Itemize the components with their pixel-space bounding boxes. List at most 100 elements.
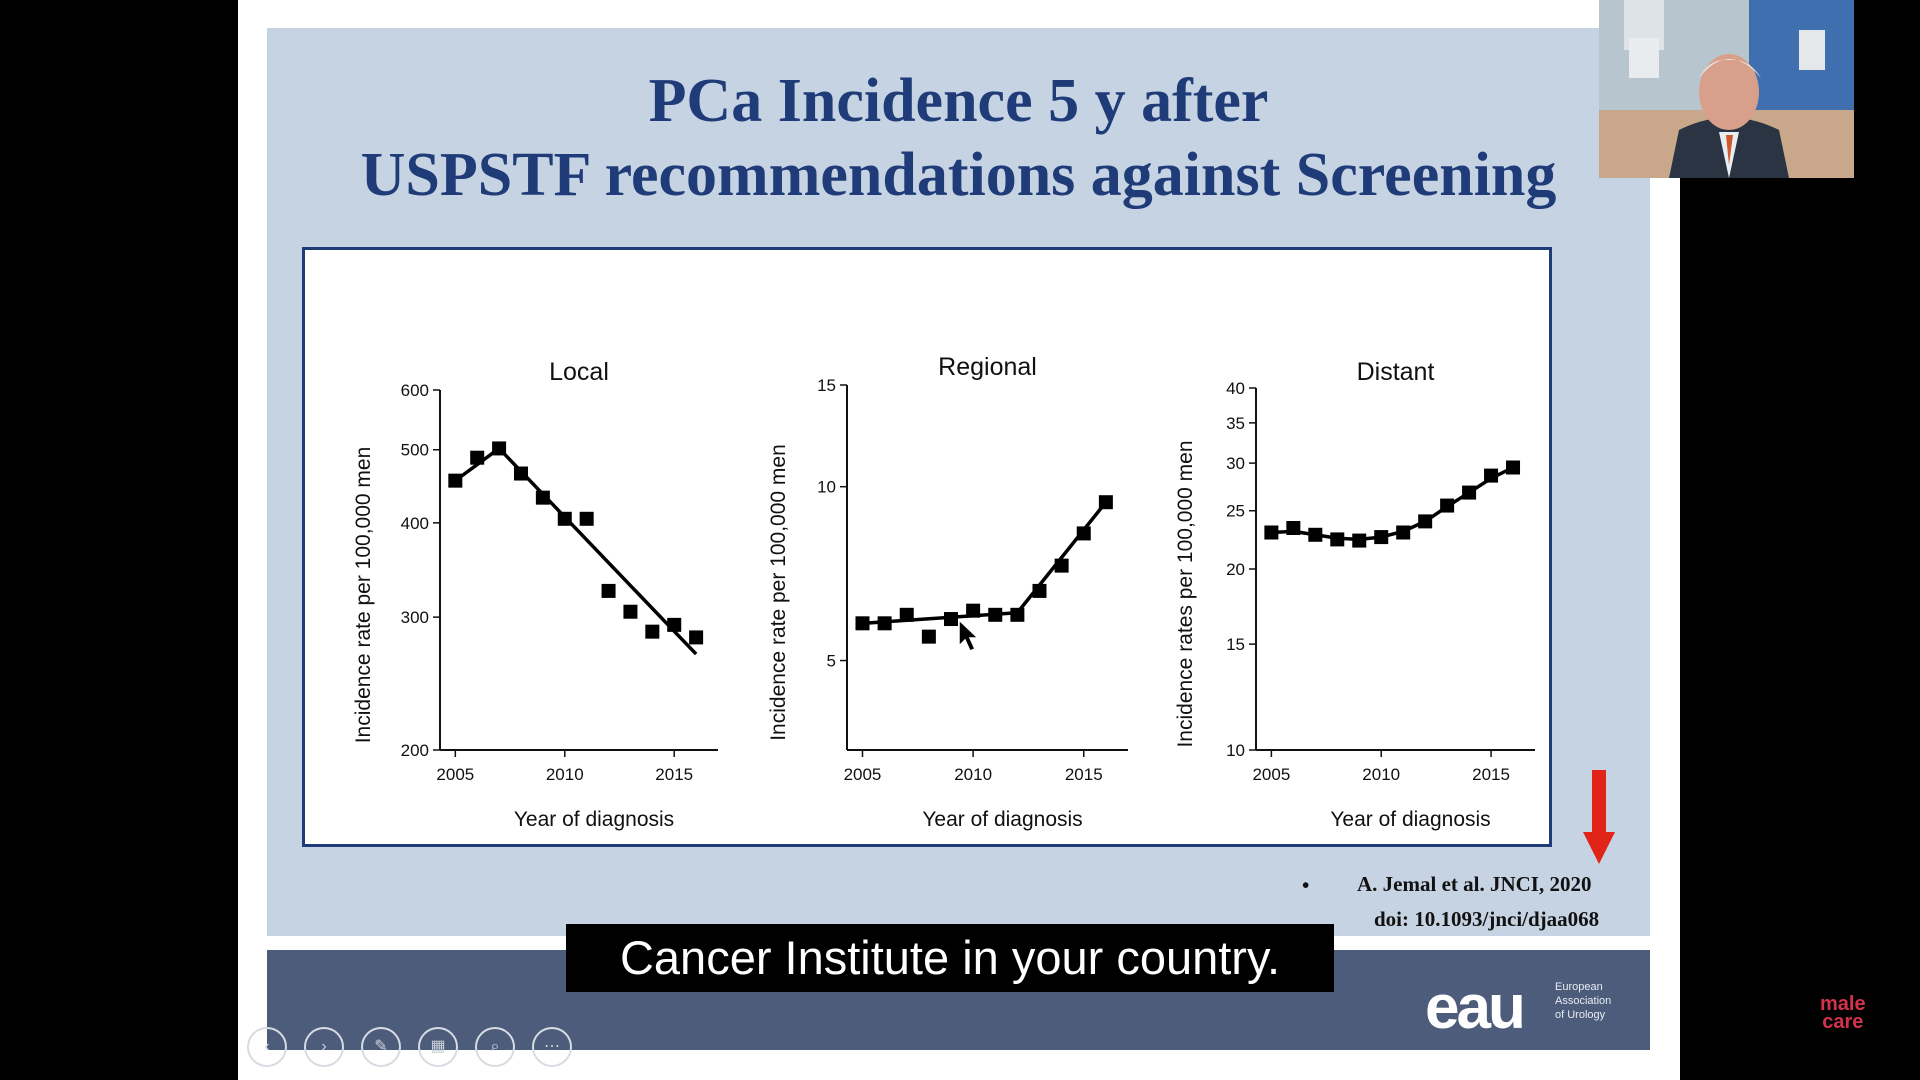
distant-y-tick-label: 30 [1226, 454, 1245, 473]
regional-data-point [921, 629, 936, 644]
brand-line1: male [1820, 993, 1866, 1015]
distant-x-tick-label: 2010 [1362, 765, 1400, 784]
eau-subtext-line: European [1555, 981, 1603, 993]
local-y-tick-label: 300 [401, 608, 429, 627]
chart-box [302, 247, 1552, 847]
regional-data-point [966, 603, 981, 618]
distant-data-point [1330, 532, 1345, 547]
regional-x-tick-label: 2015 [1065, 765, 1103, 784]
local-data-point [645, 624, 660, 639]
local-data-point [689, 630, 704, 645]
distant-data-point [1484, 468, 1499, 483]
local-data-point [492, 441, 507, 456]
distant-data-point [1396, 525, 1411, 540]
regional-trend-line [862, 501, 1108, 626]
local-y-axis-label: Incidence rate per 100,000 men [352, 447, 375, 744]
mouse-cursor-icon [958, 618, 980, 652]
local-data-point [623, 604, 638, 619]
local-x-axis-label: Year of diagnosis [514, 808, 674, 831]
pen-icon[interactable]: ✎ [361, 1027, 401, 1067]
reference-bullet: • [1302, 873, 1310, 897]
regional-y-axis-label: Incidence rate per 100,000 men [767, 444, 790, 741]
distant-data-point [1440, 498, 1455, 513]
distant-data-point [1286, 521, 1301, 536]
distant-data-point [1264, 525, 1279, 540]
regional-data-point [855, 616, 870, 631]
distant-data-point [1418, 514, 1433, 529]
right-letterbox [1680, 0, 1920, 1080]
eau-subtext-line: of Urology [1555, 1009, 1606, 1021]
reference-doi: doi: 10.1093/jnci/djaa068 [1374, 907, 1600, 931]
subtitle-caption: Cancer Institute in your country. [566, 924, 1334, 992]
local-data-point [601, 583, 616, 598]
local-data-point [448, 473, 463, 488]
regional-data-point [1098, 495, 1113, 510]
red-arrow-icon [1583, 770, 1615, 864]
regional-data-point [877, 616, 892, 631]
slide-title-line1: PCa Incidence 5 y after [648, 67, 1269, 135]
prev-icon[interactable]: ‹ [247, 1027, 287, 1067]
brand-line2: care [1822, 1011, 1864, 1033]
distant-x-axis-label: Year of diagnosis [1330, 808, 1490, 831]
local-data-point [470, 450, 485, 465]
distant-x-tick-label: 2015 [1472, 765, 1510, 784]
regional-y-tick-label: 15 [817, 376, 836, 395]
distant-y-tick-label: 35 [1226, 414, 1245, 433]
eau-logo-subtext: European Association of Urology [1555, 980, 1645, 1022]
eau-subtext-line: Association [1555, 995, 1612, 1007]
local-x-tick-label: 2005 [436, 765, 474, 784]
local-y-tick-label: 400 [401, 514, 429, 533]
zoom-icon[interactable]: ⌕ [475, 1027, 515, 1067]
speaker-webcam [1599, 0, 1854, 178]
more-icon[interactable]: ⋯ [532, 1027, 572, 1067]
local-chart-title: Local [549, 358, 609, 386]
regional-x-tick-label: 2010 [954, 765, 992, 784]
distant-y-tick-label: 40 [1226, 379, 1245, 398]
distant-data-point [1462, 485, 1477, 500]
distant-y-tick-label: 25 [1226, 502, 1245, 521]
reference-citation: A. Jemal et al. JNCI, 2020 [1357, 872, 1592, 896]
local-data-point [513, 466, 528, 481]
local-data-point [667, 617, 682, 632]
distant-chart-title: Distant [1357, 358, 1435, 386]
next-icon[interactable]: › [304, 1027, 344, 1067]
regional-data-point [1010, 607, 1025, 622]
local-trend-line [454, 446, 698, 656]
malecare-logo: male care [1820, 993, 1866, 1033]
eau-logo: eau [1425, 973, 1526, 1042]
regional-data-point [899, 607, 914, 622]
local-y-tick-label: 500 [401, 441, 429, 460]
regional-chart-title: Regional [938, 353, 1037, 381]
distant-data-point [1308, 527, 1323, 542]
local-x-tick-label: 2010 [546, 765, 584, 784]
regional-data-point [1032, 583, 1047, 598]
regional-x-tick-label: 2005 [844, 765, 882, 784]
regional-data-point [1076, 526, 1091, 541]
distant-y-axis-label: Incidence rates per 100,000 men [1174, 440, 1197, 747]
distant-x-tick-label: 2005 [1252, 765, 1290, 784]
local-x-tick-label: 2015 [655, 765, 693, 784]
local-y-tick-label: 600 [401, 381, 429, 400]
distant-data-point [1352, 533, 1367, 548]
local-y-tick-label: 200 [401, 741, 429, 760]
regional-data-point [988, 607, 1003, 622]
distant-y-tick-label: 15 [1226, 635, 1245, 654]
local-data-point [535, 490, 550, 505]
distant-trend-line [1271, 465, 1514, 542]
distant-data-point [1374, 530, 1389, 545]
regional-x-axis-label: Year of diagnosis [922, 808, 1082, 831]
distant-data-point [1506, 460, 1521, 475]
regional-data-point [1054, 558, 1069, 573]
regional-y-tick-label: 10 [817, 478, 836, 497]
slide-title-line2: USPSTF recommendations against Screening [360, 141, 1557, 209]
local-data-point [557, 511, 572, 526]
speaker-video-image [1599, 0, 1854, 178]
distant-y-tick-label: 10 [1226, 741, 1245, 760]
regional-y-tick-label: 5 [827, 652, 836, 671]
left-letterbox [0, 0, 238, 1080]
grid-icon[interactable]: ▦ [418, 1027, 458, 1067]
distant-y-tick-label: 20 [1226, 560, 1245, 579]
local-data-point [579, 511, 594, 526]
